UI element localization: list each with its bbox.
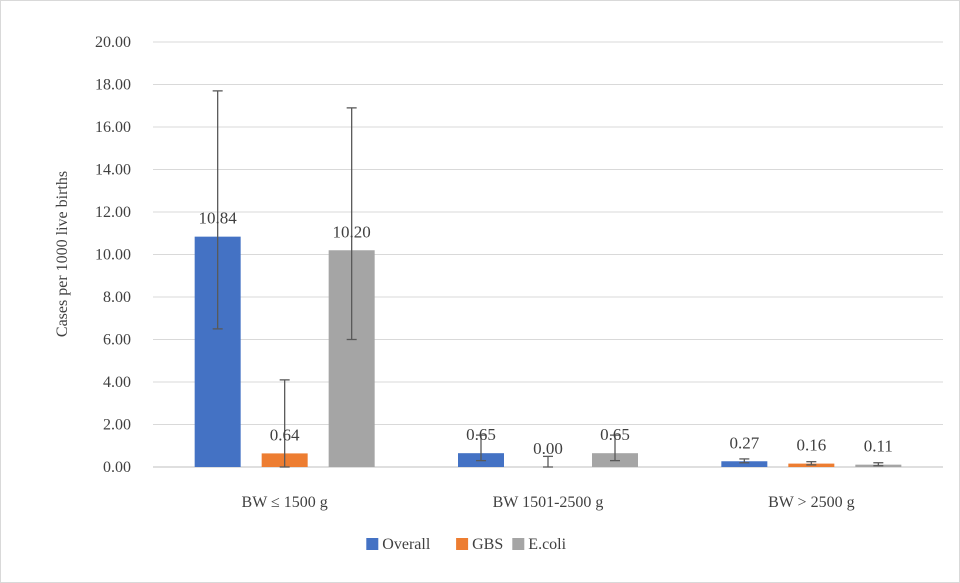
data-label: 0.65 xyxy=(466,425,496,444)
legend-label: E.coli xyxy=(528,536,566,553)
y-tick-label: 4.00 xyxy=(103,374,131,391)
legend: Overall GBS E.coli xyxy=(366,536,567,553)
legend-label: Overall xyxy=(382,536,431,553)
data-label: 10.20 xyxy=(333,222,371,241)
x-category-label: BW 1501-2500 g xyxy=(493,494,604,511)
y-axis-title: Cases per 1000 live births xyxy=(54,171,71,337)
gridlines xyxy=(153,41,943,468)
data-label: 0.27 xyxy=(729,433,759,452)
y-tick-label: 12.00 xyxy=(95,204,131,221)
data-label: 0.16 xyxy=(796,436,826,455)
legend-swatch xyxy=(456,538,469,550)
x-axis-categories: BW ≤ 1500 g BW 1501-2500 g BW > 2500 g xyxy=(242,494,855,511)
y-tick-label: 10.00 xyxy=(95,247,131,264)
y-tick-label: 2.00 xyxy=(103,417,131,434)
data-label: 0.65 xyxy=(600,425,630,444)
data-label: 10.84 xyxy=(199,209,238,228)
legend-swatch xyxy=(512,538,525,550)
x-category-label: BW > 2500 g xyxy=(768,494,855,511)
legend-label: GBS xyxy=(472,536,503,553)
bar xyxy=(721,461,768,467)
y-tick-label: 18.00 xyxy=(95,77,131,94)
legend-swatch xyxy=(366,538,379,550)
y-axis-ticks: 0.00 2.00 4.00 6.00 8.00 10.00 12.00 14.00 16.00… xyxy=(95,34,131,476)
y-tick-label: 8.00 xyxy=(103,289,131,306)
y-tick-label: 0.00 xyxy=(103,459,131,476)
data-label: 0.00 xyxy=(533,439,563,458)
y-tick-label: 14.00 xyxy=(95,162,131,179)
y-tick-label: 16.00 xyxy=(95,119,131,136)
data-label: 0.11 xyxy=(864,437,893,456)
error-bars xyxy=(212,90,884,468)
x-category-label: BW ≤ 1500 g xyxy=(242,494,328,511)
y-tick-label: 6.00 xyxy=(103,332,131,349)
data-label: 0.64 xyxy=(270,425,300,444)
bars xyxy=(194,236,902,467)
data-labels: 10.84 0.64 10.20 0.65 0.00 0.65 0.27 0.16 0.11 xyxy=(199,209,893,458)
y-tick-label: 20.00 xyxy=(95,34,131,51)
